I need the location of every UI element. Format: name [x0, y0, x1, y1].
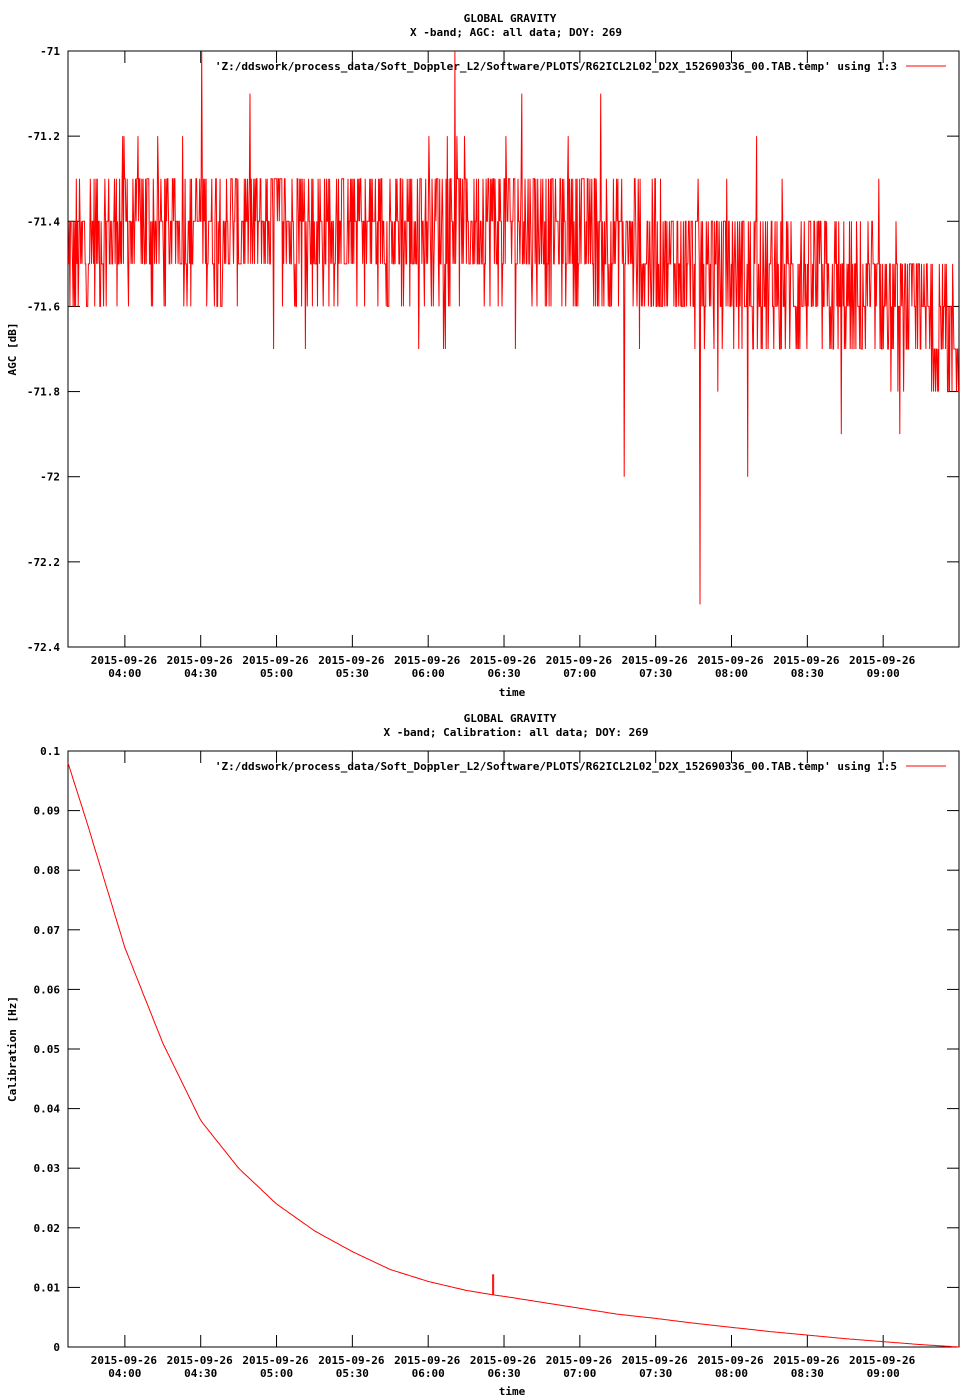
chart-title: GLOBAL GRAVITY: [464, 12, 557, 25]
y-tick-label: 0.03: [34, 1162, 61, 1175]
y-tick-label: -72: [40, 471, 60, 484]
x-tick-label-date: 2015-09-26: [242, 1354, 309, 1367]
series-line: [67, 762, 960, 1348]
x-tick-label-date: 2015-09-26: [546, 654, 613, 667]
legend-label: 'Z:/ddswork/process_data/Soft_Doppler_L2…: [215, 60, 897, 73]
legend: 'Z:/ddswork/process_data/Soft_Doppler_L2…: [215, 760, 946, 773]
calibration-chart: GLOBAL GRAVITY X -band; Calibration: all…: [6, 712, 960, 1398]
x-tick-label-time: 07:30: [639, 667, 672, 680]
x-tick-label-date: 2015-09-26: [697, 654, 764, 667]
x-tick-label-time: 08:00: [715, 1367, 748, 1380]
x-tick-label-time: 04:30: [184, 667, 217, 680]
y-tick-label: 0.08: [34, 864, 61, 877]
x-tick-label-time: 04:30: [184, 1367, 217, 1380]
x-tick-label-date: 2015-09-26: [167, 1354, 234, 1367]
y-tick-label: -71.2: [27, 130, 60, 143]
y-axis-label: Calibration [Hz]: [6, 996, 19, 1102]
x-ticks: 2015-09-2604:002015-09-2604:302015-09-26…: [91, 751, 916, 1380]
x-tick-label-time: 08:30: [791, 1367, 824, 1380]
x-tick-label-date: 2015-09-26: [91, 654, 158, 667]
x-tick-label-date: 2015-09-26: [394, 1354, 461, 1367]
y-axis-label: AGC [dB]: [6, 323, 19, 376]
legend-label: 'Z:/ddswork/process_data/Soft_Doppler_L2…: [215, 760, 897, 773]
y-tick-label: 0.07: [34, 924, 61, 937]
y-tick-label: -72.2: [27, 556, 60, 569]
x-tick-label-time: 07:00: [563, 667, 596, 680]
plot-frame: [67, 750, 960, 1348]
x-tick-label-time: 08:30: [791, 667, 824, 680]
x-tick-label-date: 2015-09-26: [849, 1354, 916, 1367]
x-axis-label: time: [499, 686, 526, 699]
x-tick-label-time: 04:00: [108, 1367, 141, 1380]
x-tick-label-date: 2015-09-26: [318, 1354, 385, 1367]
y-tick-label: -71: [40, 45, 60, 58]
x-tick-label-time: 06:30: [487, 667, 520, 680]
y-tick-label: 0.05: [34, 1043, 61, 1056]
legend: 'Z:/ddswork/process_data/Soft_Doppler_L2…: [215, 60, 946, 73]
agc-chart: GLOBAL GRAVITY X -band; AGC: all data; D…: [6, 12, 960, 699]
chart-subtitle: X -band; Calibration: all data; DOY: 269: [384, 726, 649, 739]
y-tick-label: -71.6: [27, 300, 60, 313]
x-tick-label-time: 06:30: [487, 1367, 520, 1380]
series-agc: [68, 50, 959, 605]
x-tick-label-date: 2015-09-26: [622, 654, 689, 667]
x-tick-label-date: 2015-09-26: [622, 1354, 689, 1367]
chart-subtitle: X -band; AGC: all data; DOY: 269: [410, 26, 622, 39]
y-tick-label: -72.4: [27, 641, 60, 654]
x-tick-label-date: 2015-09-26: [773, 1354, 840, 1367]
x-tick-label-date: 2015-09-26: [697, 1354, 764, 1367]
x-tick-label-time: 06:00: [412, 667, 445, 680]
x-tick-label-date: 2015-09-26: [242, 654, 309, 667]
x-tick-label-date: 2015-09-26: [470, 1354, 537, 1367]
y-tick-label: 0.01: [34, 1281, 61, 1294]
y-tick-label: 0.09: [34, 805, 61, 818]
y-tick-label: -71.8: [27, 386, 60, 399]
x-tick-label-time: 09:00: [867, 1367, 900, 1380]
x-tick-label-date: 2015-09-26: [849, 654, 916, 667]
x-tick-label-date: 2015-09-26: [91, 1354, 158, 1367]
plot-frame: [67, 50, 960, 648]
y-tick-label: 0.06: [34, 983, 61, 996]
x-tick-label-time: 07:00: [563, 1367, 596, 1380]
y-ticks: 0.1 0.09 0.08 0.07 0.06 0.05 0.04 0.03 0.02 0.01 0: [34, 745, 959, 1354]
x-ticks: 2015-09-2604:002015-09-2604:302015-09-26…: [91, 51, 916, 680]
x-tick-label-time: 08:00: [715, 667, 748, 680]
y-tick-label: 0.04: [34, 1103, 61, 1116]
series-calibration: [67, 762, 960, 1348]
x-tick-label-date: 2015-09-26: [546, 1354, 613, 1367]
x-tick-label-date: 2015-09-26: [773, 654, 840, 667]
x-tick-label-time: 05:00: [260, 1367, 293, 1380]
y-tick-label: 0.02: [34, 1222, 61, 1235]
x-tick-label-date: 2015-09-26: [318, 654, 385, 667]
x-tick-label-time: 05:00: [260, 667, 293, 680]
x-tick-label-time: 06:00: [412, 1367, 445, 1380]
x-tick-label-time: 05:30: [336, 1367, 369, 1380]
x-tick-label-time: 05:30: [336, 667, 369, 680]
x-tick-label-date: 2015-09-26: [470, 654, 537, 667]
y-tick-label: 0.1: [40, 745, 60, 758]
series-line: [68, 50, 959, 605]
y-tick-label: 0: [53, 1341, 60, 1354]
x-axis-label: time: [499, 1385, 526, 1398]
x-tick-label-time: 09:00: [867, 667, 900, 680]
x-tick-label-time: 04:00: [108, 667, 141, 680]
y-tick-label: -71.4: [27, 215, 60, 228]
x-tick-label-time: 07:30: [639, 1367, 672, 1380]
y-ticks: -71 -71.2 -71.4 -71.6 -71.8 -72 -72.2 -72.4: [27, 45, 959, 654]
chart-title: GLOBAL GRAVITY: [464, 712, 557, 725]
x-tick-label-date: 2015-09-26: [167, 654, 234, 667]
x-tick-label-date: 2015-09-26: [394, 654, 461, 667]
